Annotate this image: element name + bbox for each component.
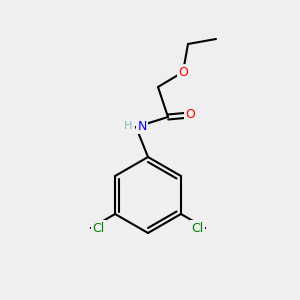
- Text: Cl: Cl: [191, 221, 203, 235]
- Text: O: O: [178, 65, 188, 79]
- Text: N: N: [137, 119, 147, 133]
- Text: Cl: Cl: [93, 221, 105, 235]
- Text: O: O: [185, 109, 195, 122]
- Text: H: H: [124, 121, 132, 131]
